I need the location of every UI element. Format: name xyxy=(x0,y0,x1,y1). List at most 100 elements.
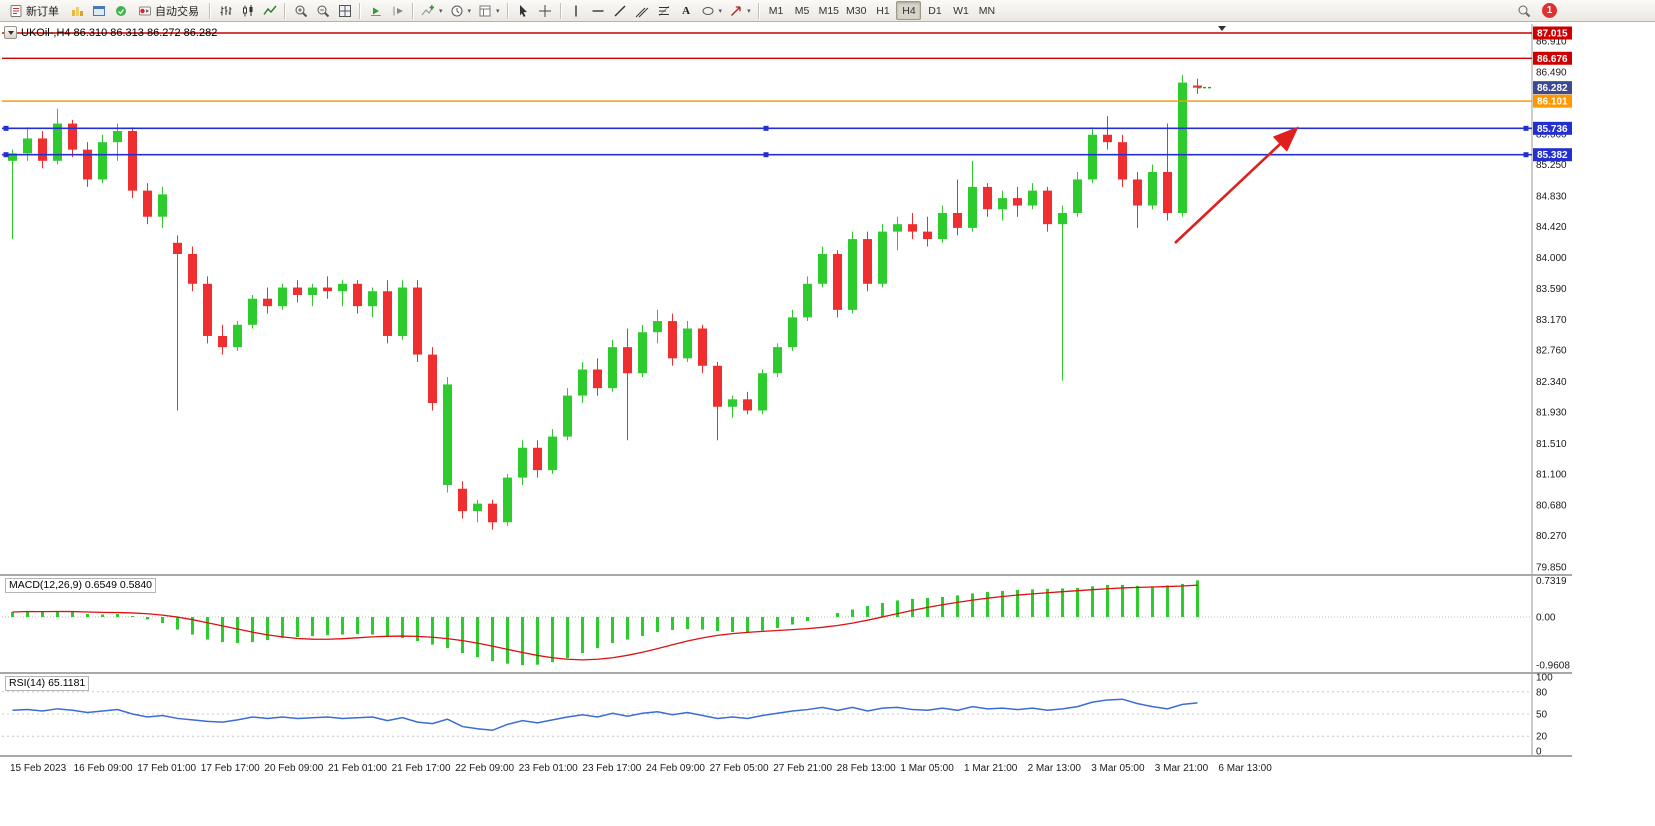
chart-shift-button[interactable] xyxy=(387,1,408,20)
horizontal-level-lines[interactable] xyxy=(2,32,1532,158)
timeframe-mn-button[interactable]: MN xyxy=(974,1,999,20)
timeframe-m1-button[interactable]: M1 xyxy=(764,1,789,20)
shapes-icon xyxy=(702,6,714,15)
svg-text:84.420: 84.420 xyxy=(1536,222,1567,233)
chart-shift-icon xyxy=(393,6,403,15)
auto-scroll-icon xyxy=(370,7,381,16)
autotrading-icon xyxy=(139,6,151,15)
profiles-icon xyxy=(71,6,83,16)
search-button[interactable] xyxy=(1513,1,1534,20)
arrow-tools-button[interactable]: ▾ xyxy=(726,1,754,20)
templates-button[interactable]: ▾ xyxy=(475,1,503,20)
vertical-line-button[interactable] xyxy=(566,1,587,20)
macd-panel: 0.7319 0.00 -0.9608 xyxy=(2,576,1570,672)
crosshair-button[interactable] xyxy=(535,1,556,20)
scroll-to-end-marker[interactable] xyxy=(1218,26,1226,31)
zoom-in-button[interactable] xyxy=(290,1,311,20)
profiles-button[interactable] xyxy=(66,1,87,20)
svg-text:27 Feb 21:00: 27 Feb 21:00 xyxy=(773,763,832,774)
fibonacci-button[interactable] xyxy=(654,1,675,20)
cursor-button[interactable] xyxy=(513,1,534,20)
navigator-icon xyxy=(115,5,126,16)
svg-text:-0.9608: -0.9608 xyxy=(1536,661,1570,672)
timeframe-m15-button[interactable]: M15 xyxy=(816,1,842,20)
svg-text:0: 0 xyxy=(1536,747,1542,758)
svg-text:24 Feb 09:00: 24 Feb 09:00 xyxy=(646,763,705,774)
new-order-button[interactable]: 新订单 xyxy=(3,1,65,20)
svg-text:23 Feb 01:00: 23 Feb 01:00 xyxy=(519,763,578,774)
svg-text:81.510: 81.510 xyxy=(1536,439,1567,450)
svg-text:3 Mar 21:00: 3 Mar 21:00 xyxy=(1155,763,1209,774)
timeframe-m5-button[interactable]: M5 xyxy=(790,1,815,20)
candlestick-chart-button[interactable] xyxy=(237,1,258,20)
svg-text:86.282: 86.282 xyxy=(1537,83,1568,94)
svg-text:86.101: 86.101 xyxy=(1537,97,1568,108)
chart-canvas[interactable]: 86.910 86.490 85.660 85.250 84.830 84.420 84.0… xyxy=(0,22,1655,826)
crosshair-icon xyxy=(539,4,552,17)
timeframe-w1-button[interactable]: W1 xyxy=(948,1,973,20)
timeframe-m30-button[interactable]: M30 xyxy=(843,1,869,20)
timeframe-h1-button[interactable]: H1 xyxy=(870,1,895,20)
text-tool-button[interactable]: A xyxy=(676,1,697,20)
toolbar-separator xyxy=(209,2,211,19)
periods-button[interactable]: ▾ xyxy=(447,1,475,20)
svg-text:20 Feb 09:00: 20 Feb 09:00 xyxy=(264,763,323,774)
zoom-out-button[interactable] xyxy=(312,1,333,20)
macd-indicator-label: MACD(12,26,9) 0.6549 0.5840 xyxy=(5,578,157,593)
svg-text:80.270: 80.270 xyxy=(1536,531,1567,542)
svg-text:81.930: 81.930 xyxy=(1536,407,1567,418)
svg-text:17 Feb 17:00: 17 Feb 17:00 xyxy=(201,763,260,774)
toolbar-separator xyxy=(757,2,760,19)
one-click-trading-button[interactable] xyxy=(4,26,17,39)
dropdown-caret-icon: ▾ xyxy=(747,7,751,15)
timeframe-h4-button[interactable]: H4 xyxy=(896,1,922,20)
timeframe-group: M1 M5 M15 M30 H1 H4 D1 W1 MN xyxy=(764,1,1000,20)
trendline-icon xyxy=(614,5,626,16)
svg-text:15 Feb 2023: 15 Feb 2023 xyxy=(10,763,67,774)
indicators-button[interactable]: ▾ xyxy=(418,1,446,20)
cursor-icon xyxy=(520,4,528,17)
svg-text:84.000: 84.000 xyxy=(1536,253,1567,264)
svg-text:80: 80 xyxy=(1536,687,1548,698)
svg-text:3 Mar 05:00: 3 Mar 05:00 xyxy=(1091,763,1145,774)
svg-text:85.660: 85.660 xyxy=(1536,129,1567,140)
arrow-tools-icon xyxy=(731,5,741,16)
svg-text:86.490: 86.490 xyxy=(1536,68,1567,79)
dropdown-caret-icon: ▾ xyxy=(467,7,472,15)
panel-frame xyxy=(0,24,1572,757)
market-watch-button[interactable] xyxy=(88,1,109,20)
line-chart-button[interactable] xyxy=(259,1,280,20)
svg-text:100: 100 xyxy=(1536,673,1553,684)
svg-text:23 Feb 17:00: 23 Feb 17:00 xyxy=(582,763,641,774)
navigator-button[interactable] xyxy=(110,1,131,20)
svg-text:85.250: 85.250 xyxy=(1536,160,1567,171)
channel-button[interactable] xyxy=(632,1,653,20)
text-tool-icon: A xyxy=(682,4,691,17)
price-axis-boxed-labels: 87.015 86.676 86.282 86.101 85.736 85.382 xyxy=(1533,26,1572,162)
horizontal-line-button[interactable] xyxy=(588,1,609,20)
notification-badge[interactable]: 1 xyxy=(1542,3,1557,18)
candlesticks xyxy=(8,75,1202,530)
trend-arrow-annotation[interactable] xyxy=(1174,126,1299,244)
rsi-line xyxy=(12,698,1198,732)
shapes-button[interactable]: ▾ xyxy=(698,1,726,20)
auto-scroll-button[interactable] xyxy=(365,1,386,20)
svg-text:16 Feb 09:00: 16 Feb 09:00 xyxy=(74,763,133,774)
tile-windows-button[interactable] xyxy=(334,1,355,20)
trendline-button[interactable] xyxy=(610,1,631,20)
timeframe-d1-button[interactable]: D1 xyxy=(922,1,947,20)
main-toolbar: 新订单 自动交易 ▾ ▾ xyxy=(0,0,1655,22)
svg-text:21 Feb 17:00: 21 Feb 17:00 xyxy=(392,763,451,774)
chart-window: 86.910 86.490 85.660 85.250 84.830 84.420 84.0… xyxy=(0,22,1655,826)
new-order-icon xyxy=(10,4,22,17)
rsi-indicator-label: RSI(14) 65.1181 xyxy=(5,676,90,691)
toolbar-separator xyxy=(284,2,286,19)
svg-text:80.680: 80.680 xyxy=(1536,501,1567,512)
svg-text:6 Mar 13:00: 6 Mar 13:00 xyxy=(1218,763,1272,774)
toolbar-separator xyxy=(506,2,509,19)
bar-chart-button[interactable] xyxy=(215,1,236,20)
svg-text:17 Feb 01:00: 17 Feb 01:00 xyxy=(137,763,196,774)
indicators-icon xyxy=(421,4,434,15)
autotrading-button[interactable]: 自动交易 xyxy=(132,1,205,20)
horizontal-line-icon xyxy=(592,9,604,12)
